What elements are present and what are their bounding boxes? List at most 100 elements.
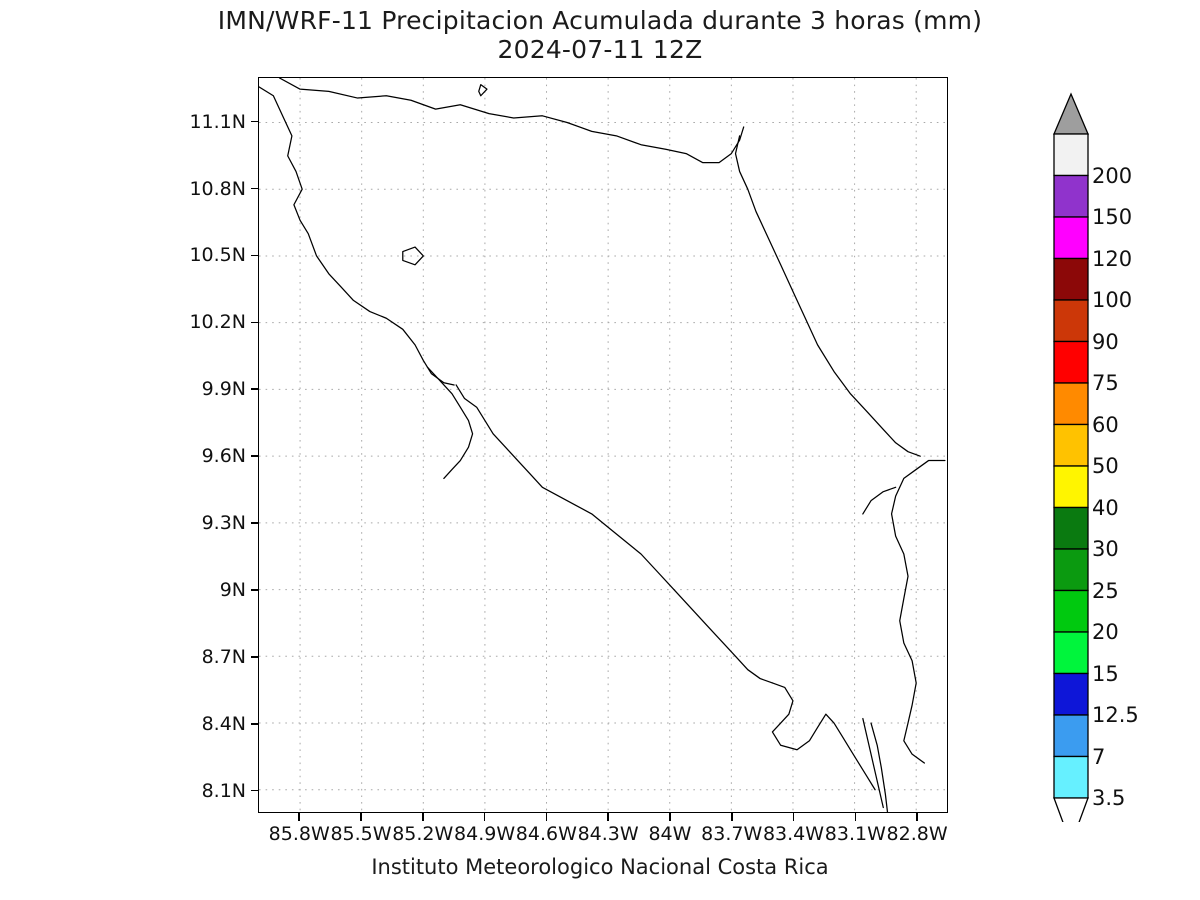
colorbar-tick-label: 15 xyxy=(1092,661,1119,686)
colorbar-tick-label: 120 xyxy=(1092,246,1133,271)
colorbar-tick-label: 3.5 xyxy=(1092,786,1126,810)
y-axis-tick xyxy=(251,522,259,524)
x-axis-tick-label: 83.1W xyxy=(824,823,886,845)
x-axis-tick-label: 83.7W xyxy=(701,823,763,845)
coastline-path xyxy=(259,86,455,386)
colorbar-swatch[interactable] xyxy=(1053,174,1089,218)
colorbar-swatch[interactable] xyxy=(1053,299,1089,343)
coastline-overlay xyxy=(259,78,946,812)
x-axis-tick-label: 85.8W xyxy=(268,823,330,845)
x-axis-tick-label: 85.5W xyxy=(330,823,392,845)
y-axis-tick xyxy=(251,321,259,324)
colorbar-swatch[interactable] xyxy=(1053,548,1089,592)
colorbar-tick-label: 40 xyxy=(1092,495,1119,520)
colorbar-tick-label: 90 xyxy=(1092,329,1119,354)
colorbar-swatch[interactable] xyxy=(1053,133,1089,177)
x-axis-tick xyxy=(854,813,857,821)
footer-attribution: Instituto Meteorologico Nacional Costa R… xyxy=(371,855,829,879)
colorbar-swatch[interactable] xyxy=(1053,423,1089,467)
y-axis-tick-label: 9N xyxy=(219,578,246,601)
colorbar-swatch[interactable] xyxy=(1053,506,1089,550)
y-axis-tick-label: 10.5N xyxy=(189,244,246,267)
x-axis-tick xyxy=(360,813,362,821)
chart-title-line2: 2024-07-11 12Z xyxy=(497,35,703,64)
map-gridlines xyxy=(259,78,947,812)
coastline-path xyxy=(478,84,488,97)
coastline-path xyxy=(862,486,897,515)
x-axis-tick-label: 85.2W xyxy=(392,823,454,845)
colorbar-swatches xyxy=(1053,92,1089,822)
colorbar-swatch[interactable] xyxy=(1053,257,1089,301)
y-axis-tick xyxy=(251,789,259,792)
colorbar-swatch[interactable] xyxy=(1053,216,1089,260)
colorbar-swatch[interactable] xyxy=(1053,382,1089,426)
colorbar-tick-label: 20 xyxy=(1092,620,1119,644)
y-axis-tick-label: 9.9N xyxy=(201,378,246,401)
colorbar-swatch[interactable] xyxy=(1053,755,1089,799)
colorbar-tick-label: 7 xyxy=(1092,744,1106,769)
colorbar-overflow-arrow xyxy=(1053,92,1089,135)
colorbar-tick-label: 30 xyxy=(1092,537,1119,561)
coastline-path xyxy=(862,717,884,809)
y-axis-tick xyxy=(251,388,259,391)
precipitation-map-svg xyxy=(259,78,947,812)
colorbar-swatch[interactable] xyxy=(1053,340,1089,384)
colorbar-underflow-arrow xyxy=(1053,797,1089,822)
colorbar-tick-label: 60 xyxy=(1092,412,1119,437)
x-axis-tick xyxy=(730,813,733,821)
colorbar-tick-label: 200 xyxy=(1092,163,1133,188)
colorbar-tick-label: 100 xyxy=(1092,288,1133,312)
coastline-path xyxy=(870,722,889,812)
colorbar-tick-label: 75 xyxy=(1092,371,1119,395)
y-axis-tick xyxy=(251,254,259,257)
x-axis-tick-label: 82.8W xyxy=(886,823,948,845)
x-axis-tick-label: 84.6W xyxy=(515,823,577,845)
chart-title-line1: IMN/WRF-11 Precipitacion Acumulada duran… xyxy=(217,6,983,35)
y-axis-tick-label: 10.2N xyxy=(189,311,246,334)
colorbar-tick-label: 150 xyxy=(1092,205,1133,229)
colorbar-swatch[interactable] xyxy=(1053,465,1089,509)
coastline-path xyxy=(734,135,921,457)
colorbar-swatch[interactable] xyxy=(1053,714,1089,758)
coastline-path xyxy=(771,682,876,791)
colorbar-swatch[interactable] xyxy=(1053,631,1089,675)
y-axis-tick-label: 11.1N xyxy=(189,110,246,133)
x-axis-tick xyxy=(792,813,795,821)
y-axis-tick xyxy=(251,656,259,658)
colorbar-legend[interactable]: 200 150 120 100 90 75 60 50 40 30 25 20 15 12.5 7 3.5 xyxy=(1050,92,1200,822)
x-axis-tick xyxy=(483,813,486,821)
map-plot-area[interactable] xyxy=(258,77,948,813)
y-axis-tick xyxy=(251,187,259,190)
x-axis-tick-label: 84.9W xyxy=(454,823,516,845)
coastline-path xyxy=(426,366,474,480)
y-axis-tick-label: 8.1N xyxy=(201,779,246,802)
colorbar-tick-label: 25 xyxy=(1092,578,1119,603)
colorbar-swatch[interactable] xyxy=(1053,672,1089,716)
x-axis-tick xyxy=(298,813,300,821)
x-axis-tick xyxy=(607,813,609,821)
coastline-path xyxy=(402,246,424,266)
x-axis-tick-label: 84W xyxy=(648,823,692,845)
x-axis-tick-label: 83.4W xyxy=(762,823,825,845)
x-axis-tick xyxy=(669,813,671,821)
x-axis-tick xyxy=(545,813,548,821)
colorbar-swatch[interactable] xyxy=(1053,589,1089,633)
coastline-path xyxy=(890,459,946,764)
x-axis-tick xyxy=(421,813,424,821)
y-axis-tick-label: 10.8N xyxy=(189,177,246,200)
y-axis-tick-label: 9.6N xyxy=(201,445,246,468)
colorbar-tick-label: 12.5 xyxy=(1092,703,1139,727)
y-axis-tick xyxy=(251,722,259,725)
coastline-path xyxy=(278,78,745,164)
x-axis-tick xyxy=(916,813,918,821)
y-axis-tick xyxy=(251,455,259,457)
y-axis-tick xyxy=(251,589,259,591)
y-axis-tick xyxy=(251,120,259,123)
coastline-path xyxy=(455,384,774,684)
y-axis-tick-label: 8.7N xyxy=(201,645,246,668)
y-axis-tick-label: 8.4N xyxy=(201,712,246,735)
x-axis-tick-label: 84.3W xyxy=(577,823,639,845)
colorbar-tick-label: 50 xyxy=(1092,454,1119,478)
y-axis-tick-label: 9.3N xyxy=(201,512,246,535)
